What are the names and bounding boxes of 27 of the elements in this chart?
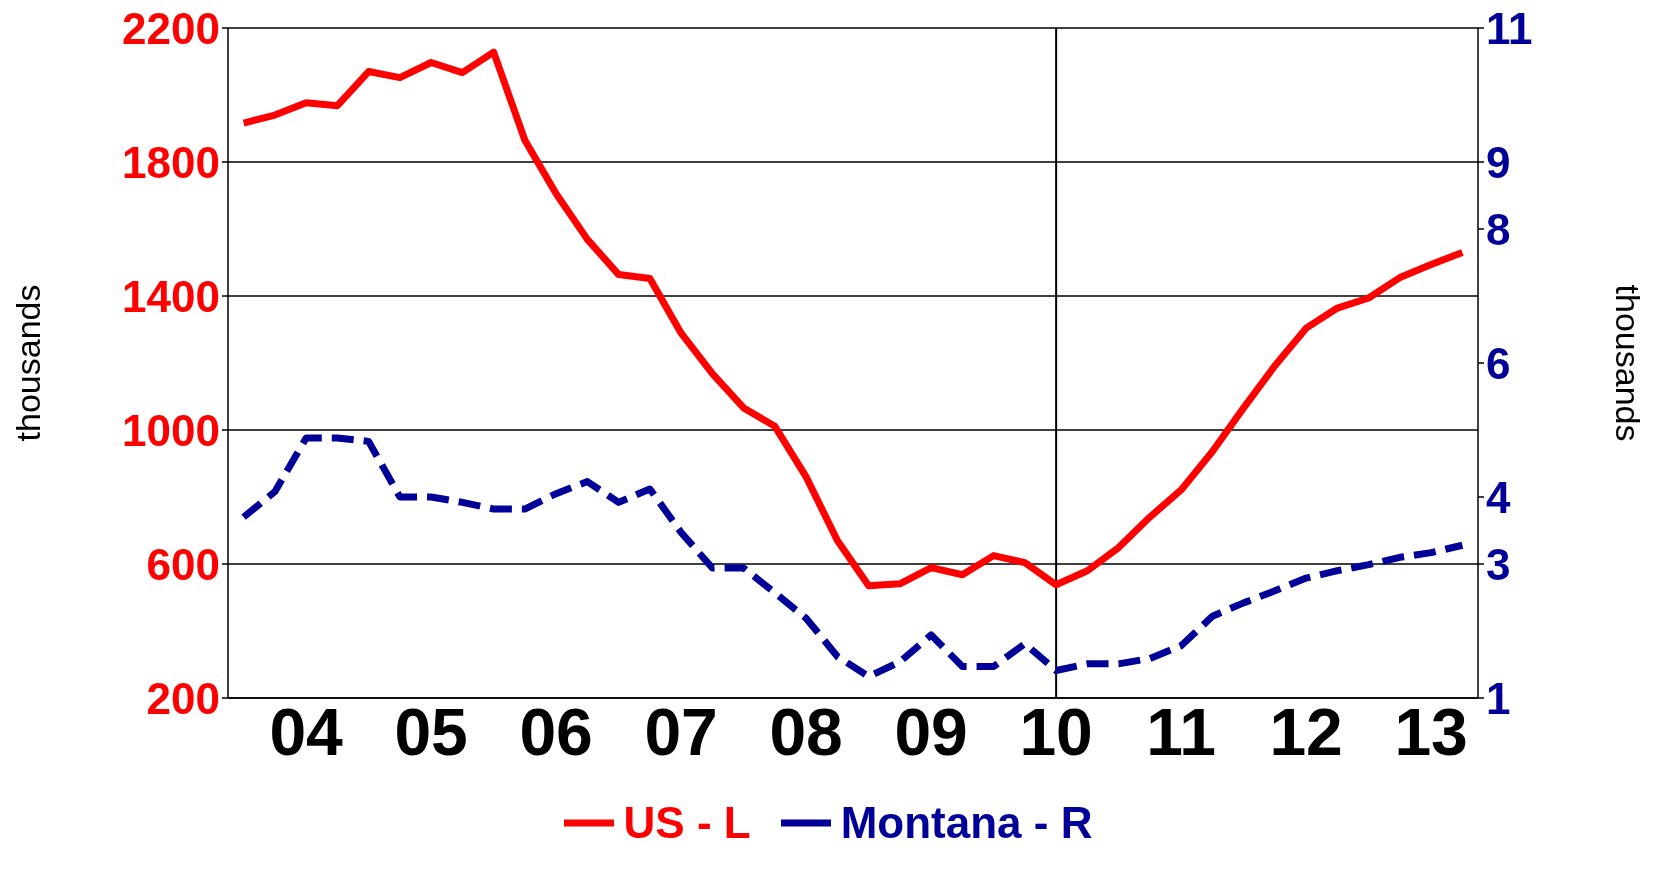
legend-label: US - L: [622, 798, 751, 848]
y2-tick-label: 11: [1486, 3, 1533, 53]
y-axis-title: thousands: [9, 284, 48, 442]
legend-label: Montana - R: [839, 798, 1093, 848]
x-tick-label: 11: [1146, 694, 1217, 769]
x-tick-label: 10: [1019, 694, 1093, 769]
y2-tick-label: 8: [1486, 204, 1511, 254]
y2-tick-label: 6: [1486, 338, 1511, 388]
x-tick-label: 07: [644, 694, 718, 769]
y2-tick-label: 1: [1486, 673, 1511, 723]
y2-tick-label: 3: [1486, 539, 1511, 589]
y2-axis-title: thousands: [1608, 284, 1647, 442]
x-tick-label: 12: [1269, 694, 1343, 769]
x-tick-label: 08: [769, 694, 843, 769]
y-tick-label: 1800: [122, 137, 220, 187]
x-tick-label: 04: [269, 694, 344, 769]
y2-tick-label: 4: [1486, 472, 1511, 522]
x-tick-label: 13: [1394, 694, 1468, 769]
y-tick-label: 600: [146, 539, 220, 589]
y-tick-label: 200: [146, 673, 220, 723]
x-tick-label: 06: [519, 694, 593, 769]
x-tick-label: 05: [394, 694, 468, 769]
y-tick-label: 2200: [122, 3, 220, 53]
y2-tick-label: 9: [1486, 137, 1511, 187]
x-tick-label: 09: [894, 694, 968, 769]
y-tick-label: 1400: [122, 271, 220, 321]
y-tick-label: 1000: [122, 405, 220, 455]
